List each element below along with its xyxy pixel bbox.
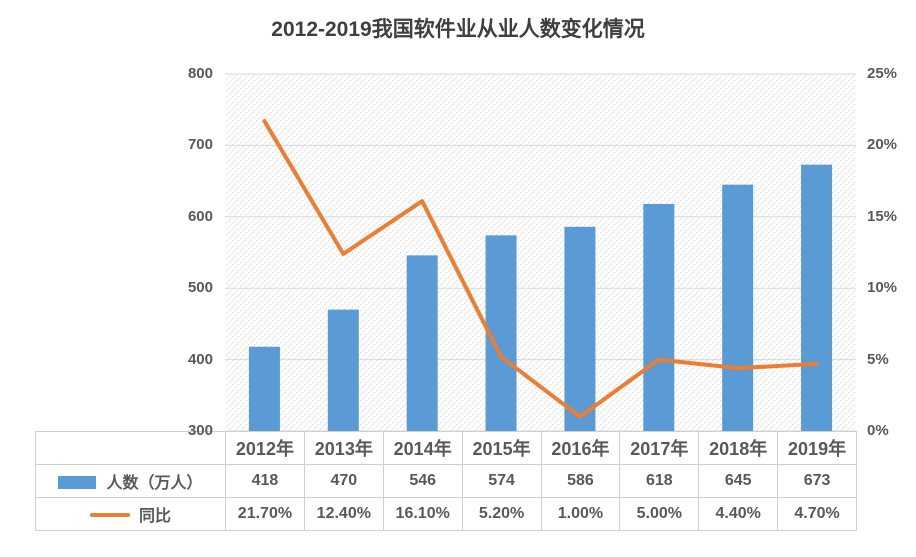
headcount-value-cell: 618	[619, 464, 700, 498]
headcount-value-cell: 673	[777, 464, 857, 498]
year-header-cell: 2015年	[461, 431, 542, 465]
bar	[406, 255, 438, 431]
line-series-legend-swatch	[89, 513, 130, 518]
left-axis-tick: 700	[187, 136, 213, 154]
table-row-years: 2012年 2013年 2014年 2015年 2016年 2017年 2018年 2019年	[35, 431, 857, 465]
yoy-value-cell: 5.00%	[619, 497, 700, 531]
year-header-cell: 2012年	[225, 431, 305, 465]
yoy-value-cell: 16.10%	[382, 497, 463, 531]
bar	[643, 203, 675, 431]
right-axis-tick: 15%	[867, 207, 898, 225]
year-header-cell: 2017年	[619, 431, 700, 465]
year-header-cell: 2019年	[777, 431, 857, 465]
line-series-legend-label: 同比	[138, 508, 171, 525]
right-axis-tick: 25%	[867, 65, 898, 82]
yoy-value-cell: 12.40%	[303, 497, 384, 531]
data-table: 2012年 2013年 2014年 2015年 2016年 2017年 2018年 2019年…	[35, 431, 857, 531]
legend-yoy: 同比	[35, 497, 226, 531]
yoy-value-cell: 1.00%	[540, 497, 621, 531]
left-axis-tick: 600	[187, 207, 213, 225]
right-axis-tick: 10%	[867, 279, 898, 297]
bar	[801, 164, 833, 432]
bar-series-legend-label: 人数（万人）	[106, 475, 203, 492]
headcount-value-cell: 470	[303, 464, 384, 498]
left-axis-tick: 800	[187, 65, 213, 82]
yoy-value-cell: 4.70%	[777, 497, 857, 531]
headcount-value-cell: 418	[225, 464, 305, 498]
bar	[564, 226, 596, 431]
chart-title: 2012-2019我国软件业从业人数变化情况	[271, 18, 645, 41]
bar	[722, 184, 754, 431]
headcount-value-cell: 586	[540, 464, 621, 498]
right-axis-tick: 0%	[867, 422, 889, 439]
table-row-headcount: 人数（万人） 418 470 546 574 586 618 645 673	[35, 464, 857, 498]
left-axis-tick: 300	[187, 422, 213, 439]
yoy-value-cell: 4.40%	[698, 497, 779, 531]
headcount-value-cell: 574	[461, 464, 542, 498]
legend-headcount: 人数（万人）	[35, 464, 226, 498]
plot-hatch-background	[225, 74, 856, 431]
bar	[327, 309, 359, 431]
right-axis-tick: 20%	[867, 136, 898, 154]
bar-series-legend-swatch	[58, 475, 97, 489]
trend-line	[262, 119, 819, 419]
headcount-value-cell: 546	[382, 464, 463, 498]
year-header-cell: 2013年	[303, 431, 384, 465]
bar	[248, 346, 280, 431]
year-header-cell: 2016年	[540, 431, 621, 465]
yoy-value-cell: 21.70%	[225, 497, 305, 531]
year-header-cell: 2014年	[382, 431, 463, 465]
year-header-cell: 2018年	[698, 431, 779, 465]
table-row-yoy: 同比 21.70% 12.40% 16.10% 5.20% 1.00% 5.00% 4.40…	[35, 497, 857, 531]
headcount-value-cell: 645	[698, 464, 779, 498]
left-axis-tick: 400	[187, 350, 213, 368]
right-axis-tick: 5%	[867, 350, 889, 368]
table-corner	[35, 431, 226, 465]
yoy-value-cell: 5.20%	[461, 497, 542, 531]
left-axis-tick: 500	[187, 279, 213, 297]
